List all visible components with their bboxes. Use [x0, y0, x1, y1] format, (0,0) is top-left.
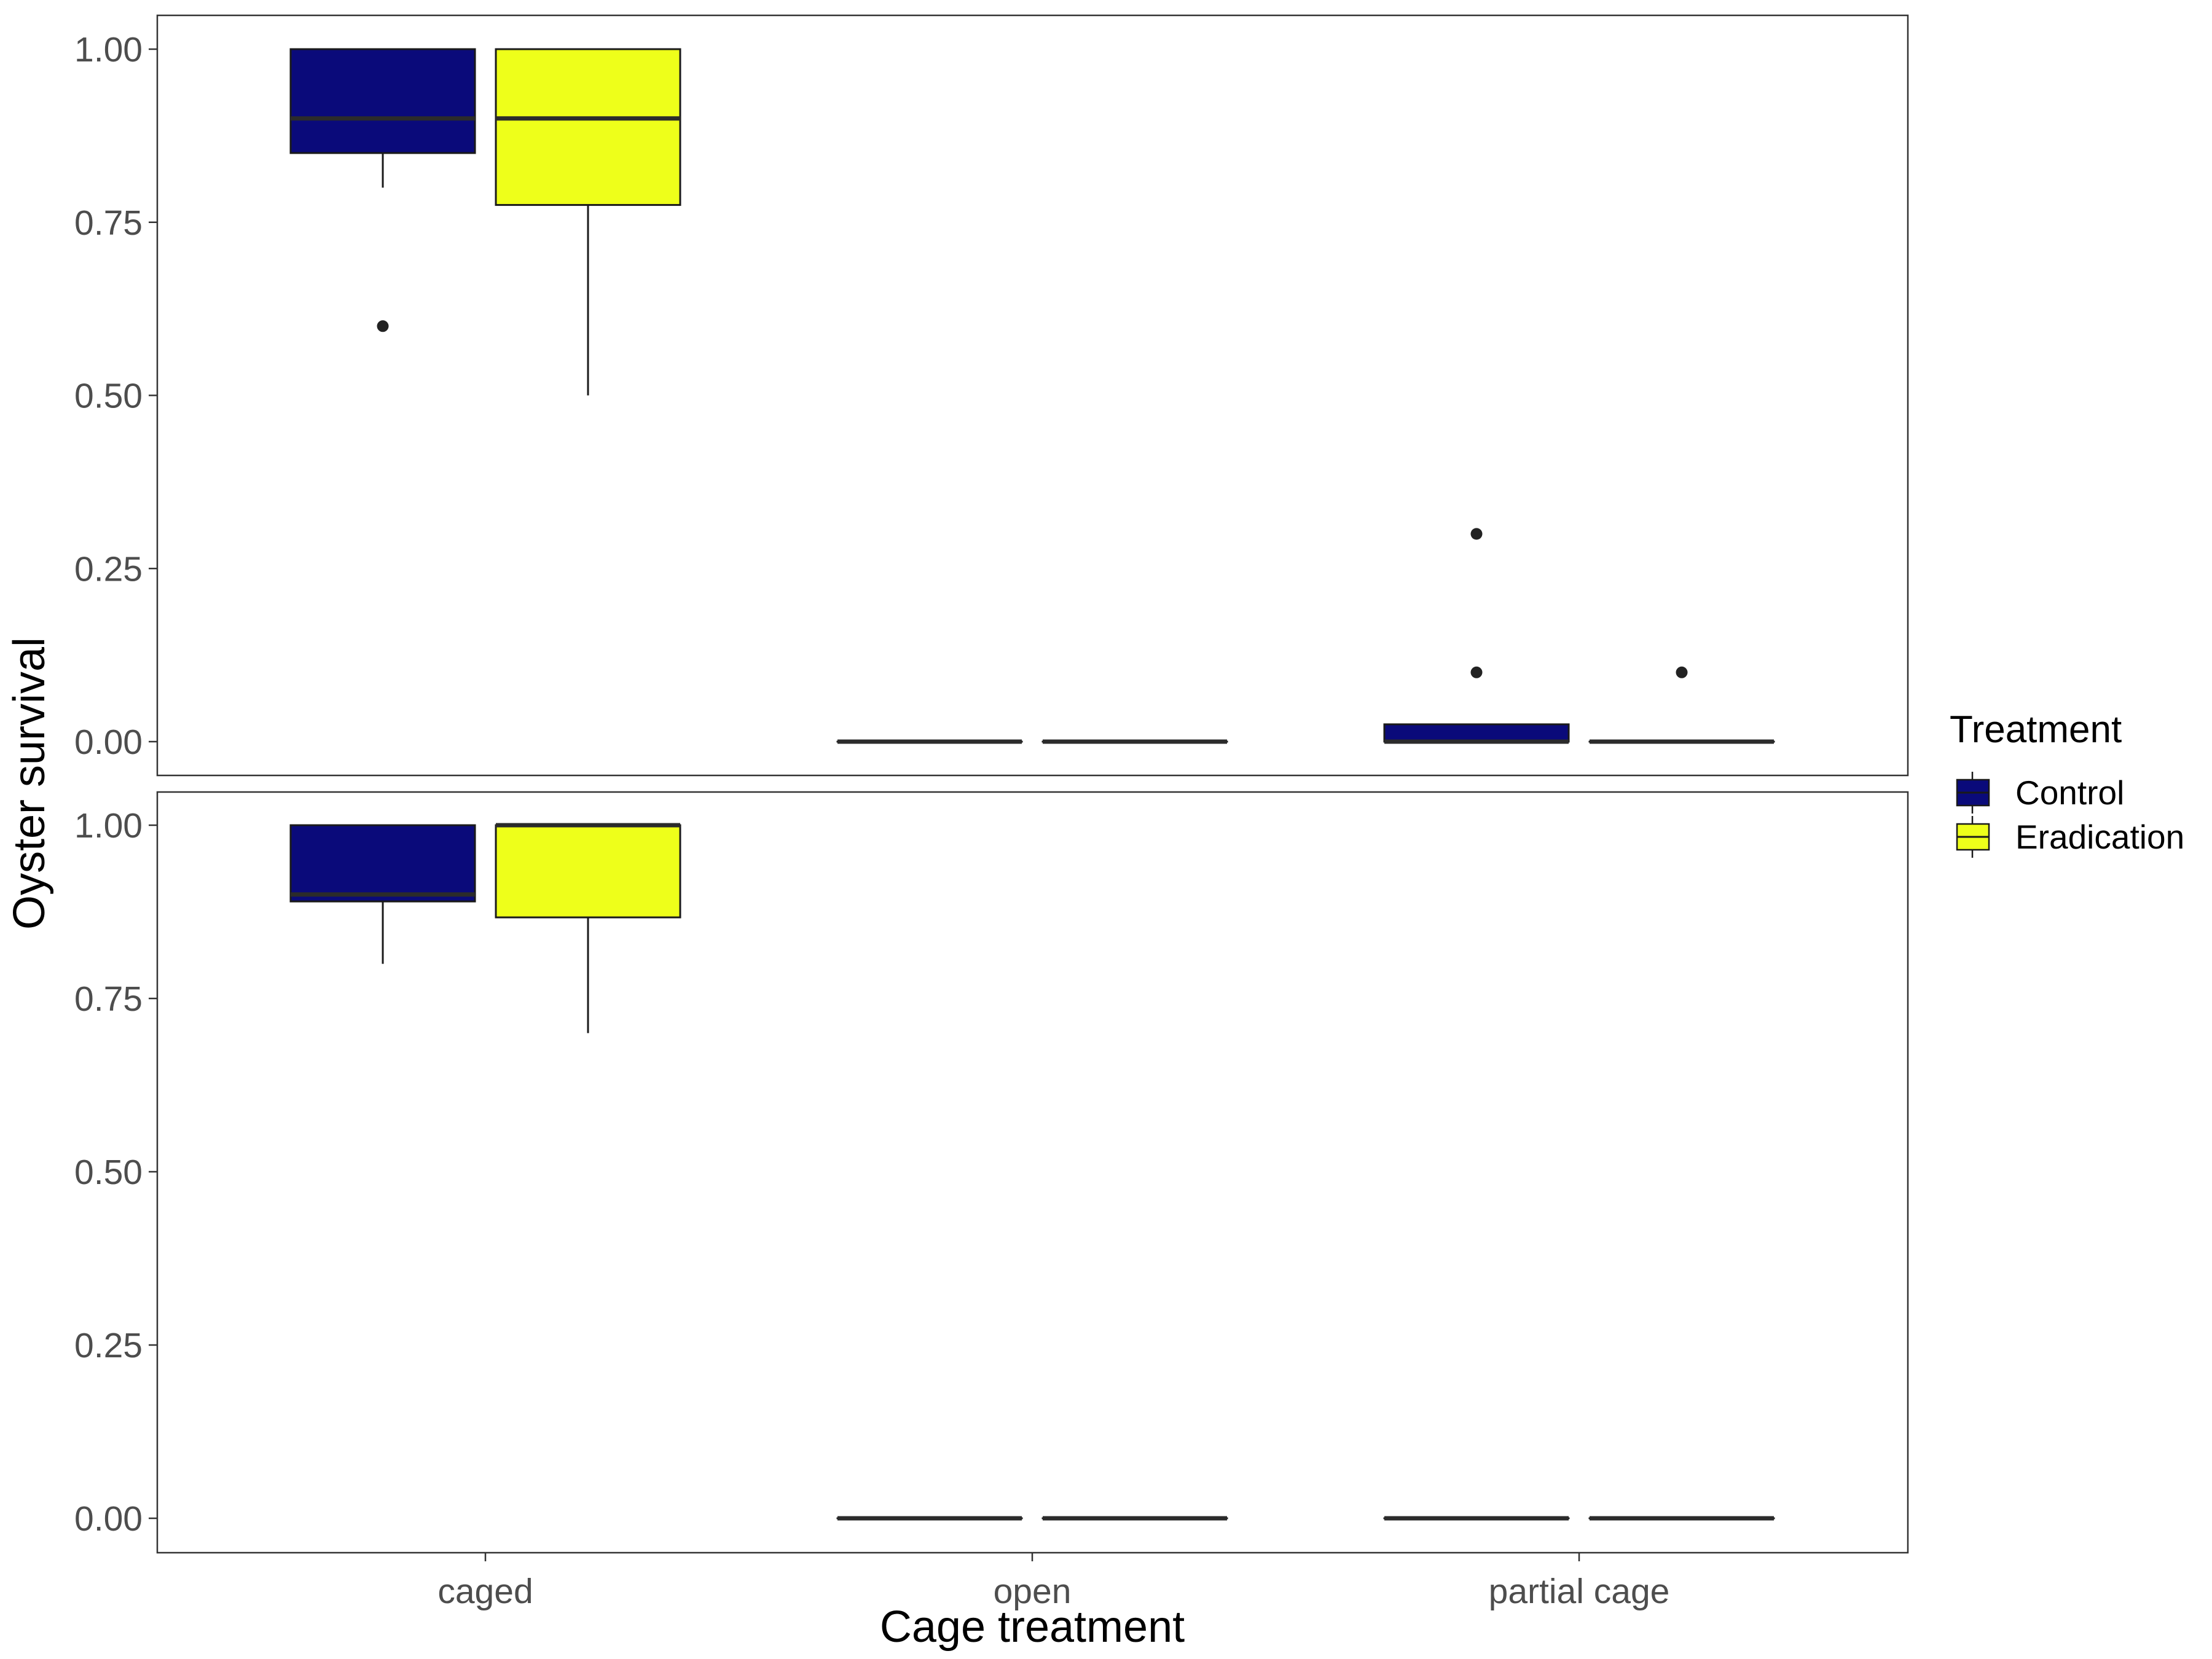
- legend-label: Eradication: [2015, 818, 2184, 856]
- box-body: [495, 824, 681, 919]
- y-axis-title: Oyster survival: [5, 637, 54, 930]
- legend: Treatment Control Eradication: [1950, 708, 2184, 858]
- y-tick-label: 1.00: [74, 806, 143, 845]
- y-tick-label: 0.75: [74, 203, 143, 243]
- panel-border: [156, 791, 1909, 1554]
- outlier-point: [1676, 666, 1688, 678]
- box-partial-cage-control: [1383, 528, 1570, 744]
- y-tick-label: 0.50: [74, 377, 143, 416]
- box-body: [289, 824, 476, 903]
- panel-1: 0.00 0.25 0.50 0.75 1.00: [74, 14, 1909, 777]
- y-tick-label: 0.25: [74, 549, 143, 589]
- y-tick-label: 0.75: [74, 979, 143, 1019]
- panels: 0.00 0.25 0.50 0.75 1.00 0.00 0.25 0.50 0.75 1.00…: [74, 14, 1909, 1611]
- box-body: [289, 48, 476, 154]
- box-caged-control: [289, 48, 476, 332]
- x-tick-label: caged: [437, 1572, 533, 1611]
- outlier-point: [1470, 666, 1483, 678]
- box-partial-cage-eradication: [1588, 666, 1775, 744]
- legend-entry-control: Control: [1956, 772, 2124, 814]
- outlier-point: [377, 320, 389, 332]
- box-caged-control: [289, 824, 476, 964]
- x-axis: caged open partial cage: [437, 1553, 1669, 1611]
- x-tick-label: open: [994, 1572, 1072, 1611]
- y-tick-label: 1.00: [74, 30, 143, 69]
- y-tick-label: 0.00: [74, 723, 143, 762]
- y-tick-label: 0.25: [74, 1326, 143, 1365]
- box-caged-eradication: [495, 48, 681, 396]
- x-axis-title: Cage treatment: [880, 1602, 1185, 1652]
- legend-label: Control: [2015, 774, 2124, 812]
- y-tick-label: 0.50: [74, 1153, 143, 1192]
- legend-title: Treatment: [1950, 708, 2122, 751]
- box-body: [495, 48, 681, 206]
- outlier-point: [1470, 528, 1483, 540]
- box-caged-eradication: [495, 823, 681, 1033]
- panel-2: 0.00 0.25 0.50 0.75 1.00: [74, 791, 1909, 1554]
- x-tick-label: partial cage: [1489, 1572, 1670, 1611]
- y-tick-label: 0.00: [74, 1499, 143, 1539]
- box-body: [1383, 723, 1570, 743]
- legend-entry-eradication: Eradication: [1956, 816, 2184, 858]
